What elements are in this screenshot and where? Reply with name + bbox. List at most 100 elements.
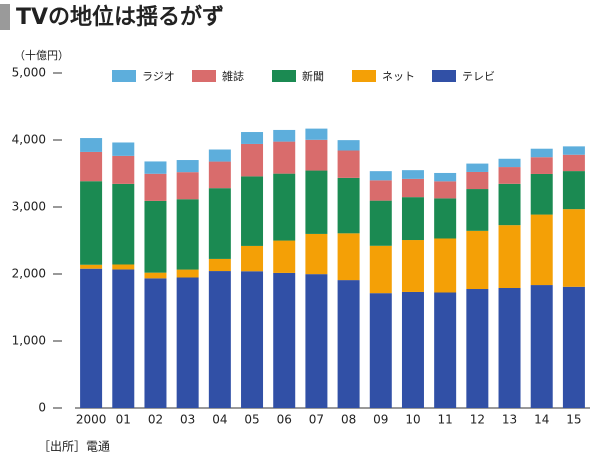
bar-segment (530, 173, 553, 215)
x-tick-label: 04 (212, 413, 227, 427)
y-tick-label: 0 (38, 401, 46, 415)
bar-segment (434, 198, 457, 239)
bar-segment (273, 129, 296, 142)
bar-segment (112, 269, 135, 408)
bar-segment (434, 172, 457, 182)
bar-segment (401, 170, 424, 179)
legend-label: ネット (382, 70, 415, 83)
legend-label: 新聞 (302, 69, 324, 83)
y-tick-label: 1,000 (12, 334, 46, 348)
bar-segment (273, 272, 296, 408)
bar-segment (305, 233, 328, 275)
y-tick-label: 5,000 (12, 66, 46, 80)
x-tick-label: 15 (566, 413, 581, 427)
bar-segment (530, 148, 553, 158)
legend-label: テレビ (462, 70, 495, 83)
bar-segment (401, 291, 424, 408)
legend-swatch (192, 70, 216, 82)
bar-segment (305, 274, 328, 408)
bar-segment (241, 176, 264, 246)
bar-segment (562, 209, 585, 287)
bar-segment (144, 278, 167, 408)
x-tick-label: 14 (534, 413, 549, 427)
bar-segment (401, 178, 424, 198)
bar-segment (273, 141, 296, 174)
bar-segment (80, 151, 103, 182)
x-tick-label: 12 (470, 413, 485, 427)
unit-label: （十億円） (14, 48, 69, 62)
bar-segment (530, 157, 553, 174)
bar-segment (466, 163, 489, 172)
bar-segment (562, 286, 585, 408)
bar-segment (369, 200, 392, 246)
bar-segment (208, 188, 231, 259)
bar-segment (80, 268, 103, 408)
bar-segment (305, 128, 328, 140)
bar-segment (80, 138, 103, 152)
chart-title: TVの地位は揺るがず (16, 4, 224, 30)
bar-segment (337, 140, 360, 151)
bar-segment (562, 171, 585, 210)
bar-segment (530, 214, 553, 286)
bar-segment (466, 189, 489, 231)
x-tick-label: 2000 (76, 413, 107, 427)
y-tick-label: 3,000 (12, 200, 46, 214)
bar-segment (176, 269, 199, 278)
bar-segment (80, 181, 103, 265)
bar-segment (498, 225, 521, 289)
legend-swatch (272, 70, 296, 82)
bar-segment (562, 146, 585, 155)
bar-segment (273, 173, 296, 241)
bar-segment (112, 264, 135, 270)
bar-segment (144, 173, 167, 201)
bar-segment (176, 277, 199, 408)
x-tick-label: 05 (244, 413, 259, 427)
bar-segment (337, 280, 360, 408)
bar-segment (208, 271, 231, 408)
bar-segment (434, 292, 457, 408)
x-tick-label: 11 (438, 413, 453, 427)
bar-segment (80, 264, 103, 269)
bar-segment (530, 285, 553, 408)
bar-segment (305, 170, 328, 234)
bar-segment (273, 240, 296, 273)
bar-segment (401, 197, 424, 241)
bar-segment (208, 258, 231, 272)
title-marker (0, 4, 10, 30)
legend-label: ラジオ (142, 70, 175, 83)
bar-segment (337, 177, 360, 234)
bar-segment (434, 181, 457, 199)
bar-segment (434, 238, 457, 293)
bar-segment (369, 171, 392, 181)
bar-segment (466, 289, 489, 408)
bar-segment (176, 172, 199, 200)
bar-segment (305, 139, 328, 171)
bar-segment (112, 183, 135, 265)
x-tick-label: 13 (502, 413, 517, 427)
bar-segment (208, 161, 231, 189)
bar-segment (176, 199, 199, 270)
bar-segment (144, 272, 167, 279)
legend-swatch (352, 70, 376, 82)
bar-segment (562, 154, 585, 172)
legend-label: 雑誌 (222, 69, 244, 83)
bar-segment (144, 200, 167, 273)
bar-segment (144, 161, 167, 174)
bar-segment (112, 155, 135, 184)
bar-segment (241, 143, 264, 177)
y-tick-label: 4,000 (12, 133, 46, 147)
y-tick-label: 2,000 (12, 267, 46, 281)
legend-swatch (112, 70, 136, 82)
bar-segment (498, 167, 521, 184)
bar-segment (498, 158, 521, 168)
x-tick-label: 07 (309, 413, 324, 427)
bar-segment (241, 245, 264, 272)
x-tick-label: 01 (116, 413, 131, 427)
legend-swatch (432, 70, 456, 82)
bar-segment (337, 233, 360, 281)
bar-segment (466, 230, 489, 290)
bar-segment (337, 150, 360, 178)
bar-segment (369, 245, 392, 294)
